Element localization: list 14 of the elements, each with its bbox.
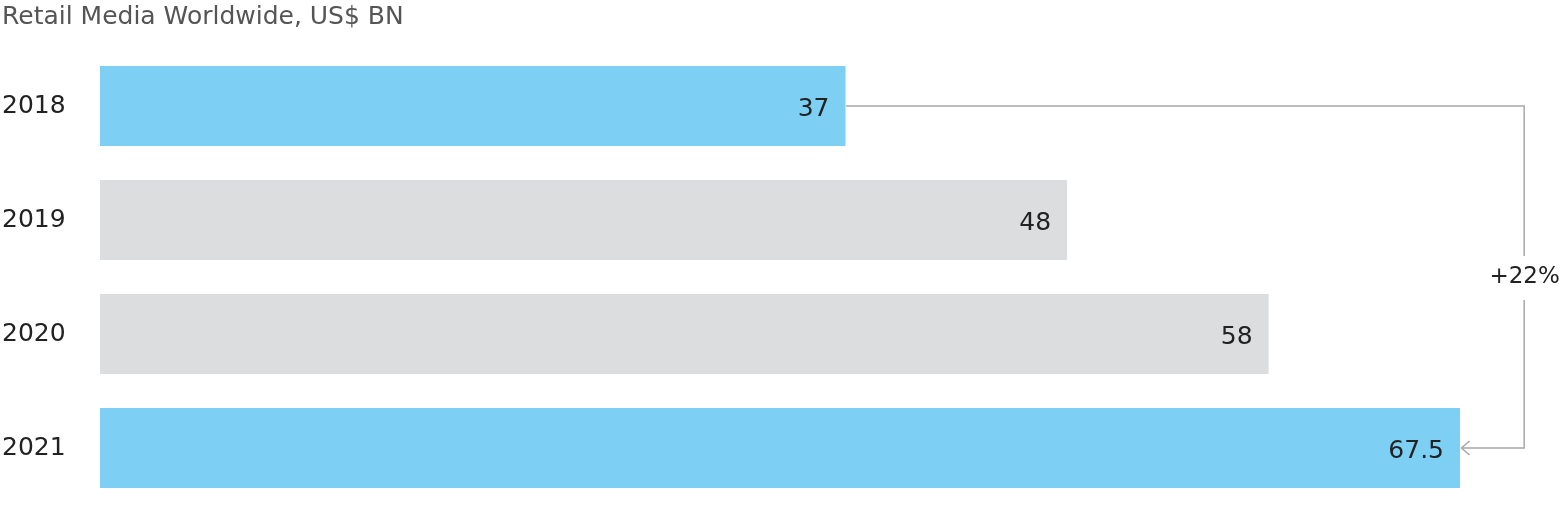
data-label: 48 [1019, 206, 1052, 236]
bar [100, 179, 1068, 261]
bar [100, 65, 846, 147]
text: +22% [1489, 261, 1560, 288]
y-tick-label: 2020 [2, 317, 66, 347]
y-tick-label: 2019 [2, 203, 66, 233]
data-label: 67.5 [1388, 434, 1444, 464]
bar [100, 407, 1460, 489]
data-label: 37 [797, 92, 830, 122]
bar [100, 293, 1269, 375]
chart-title: Retail Media Worldwide, US$ BN [2, 0, 404, 30]
data-label: 58 [1220, 320, 1253, 350]
y-tick-label: 2021 [2, 431, 66, 461]
y-tick-label: 2018 [2, 89, 66, 119]
